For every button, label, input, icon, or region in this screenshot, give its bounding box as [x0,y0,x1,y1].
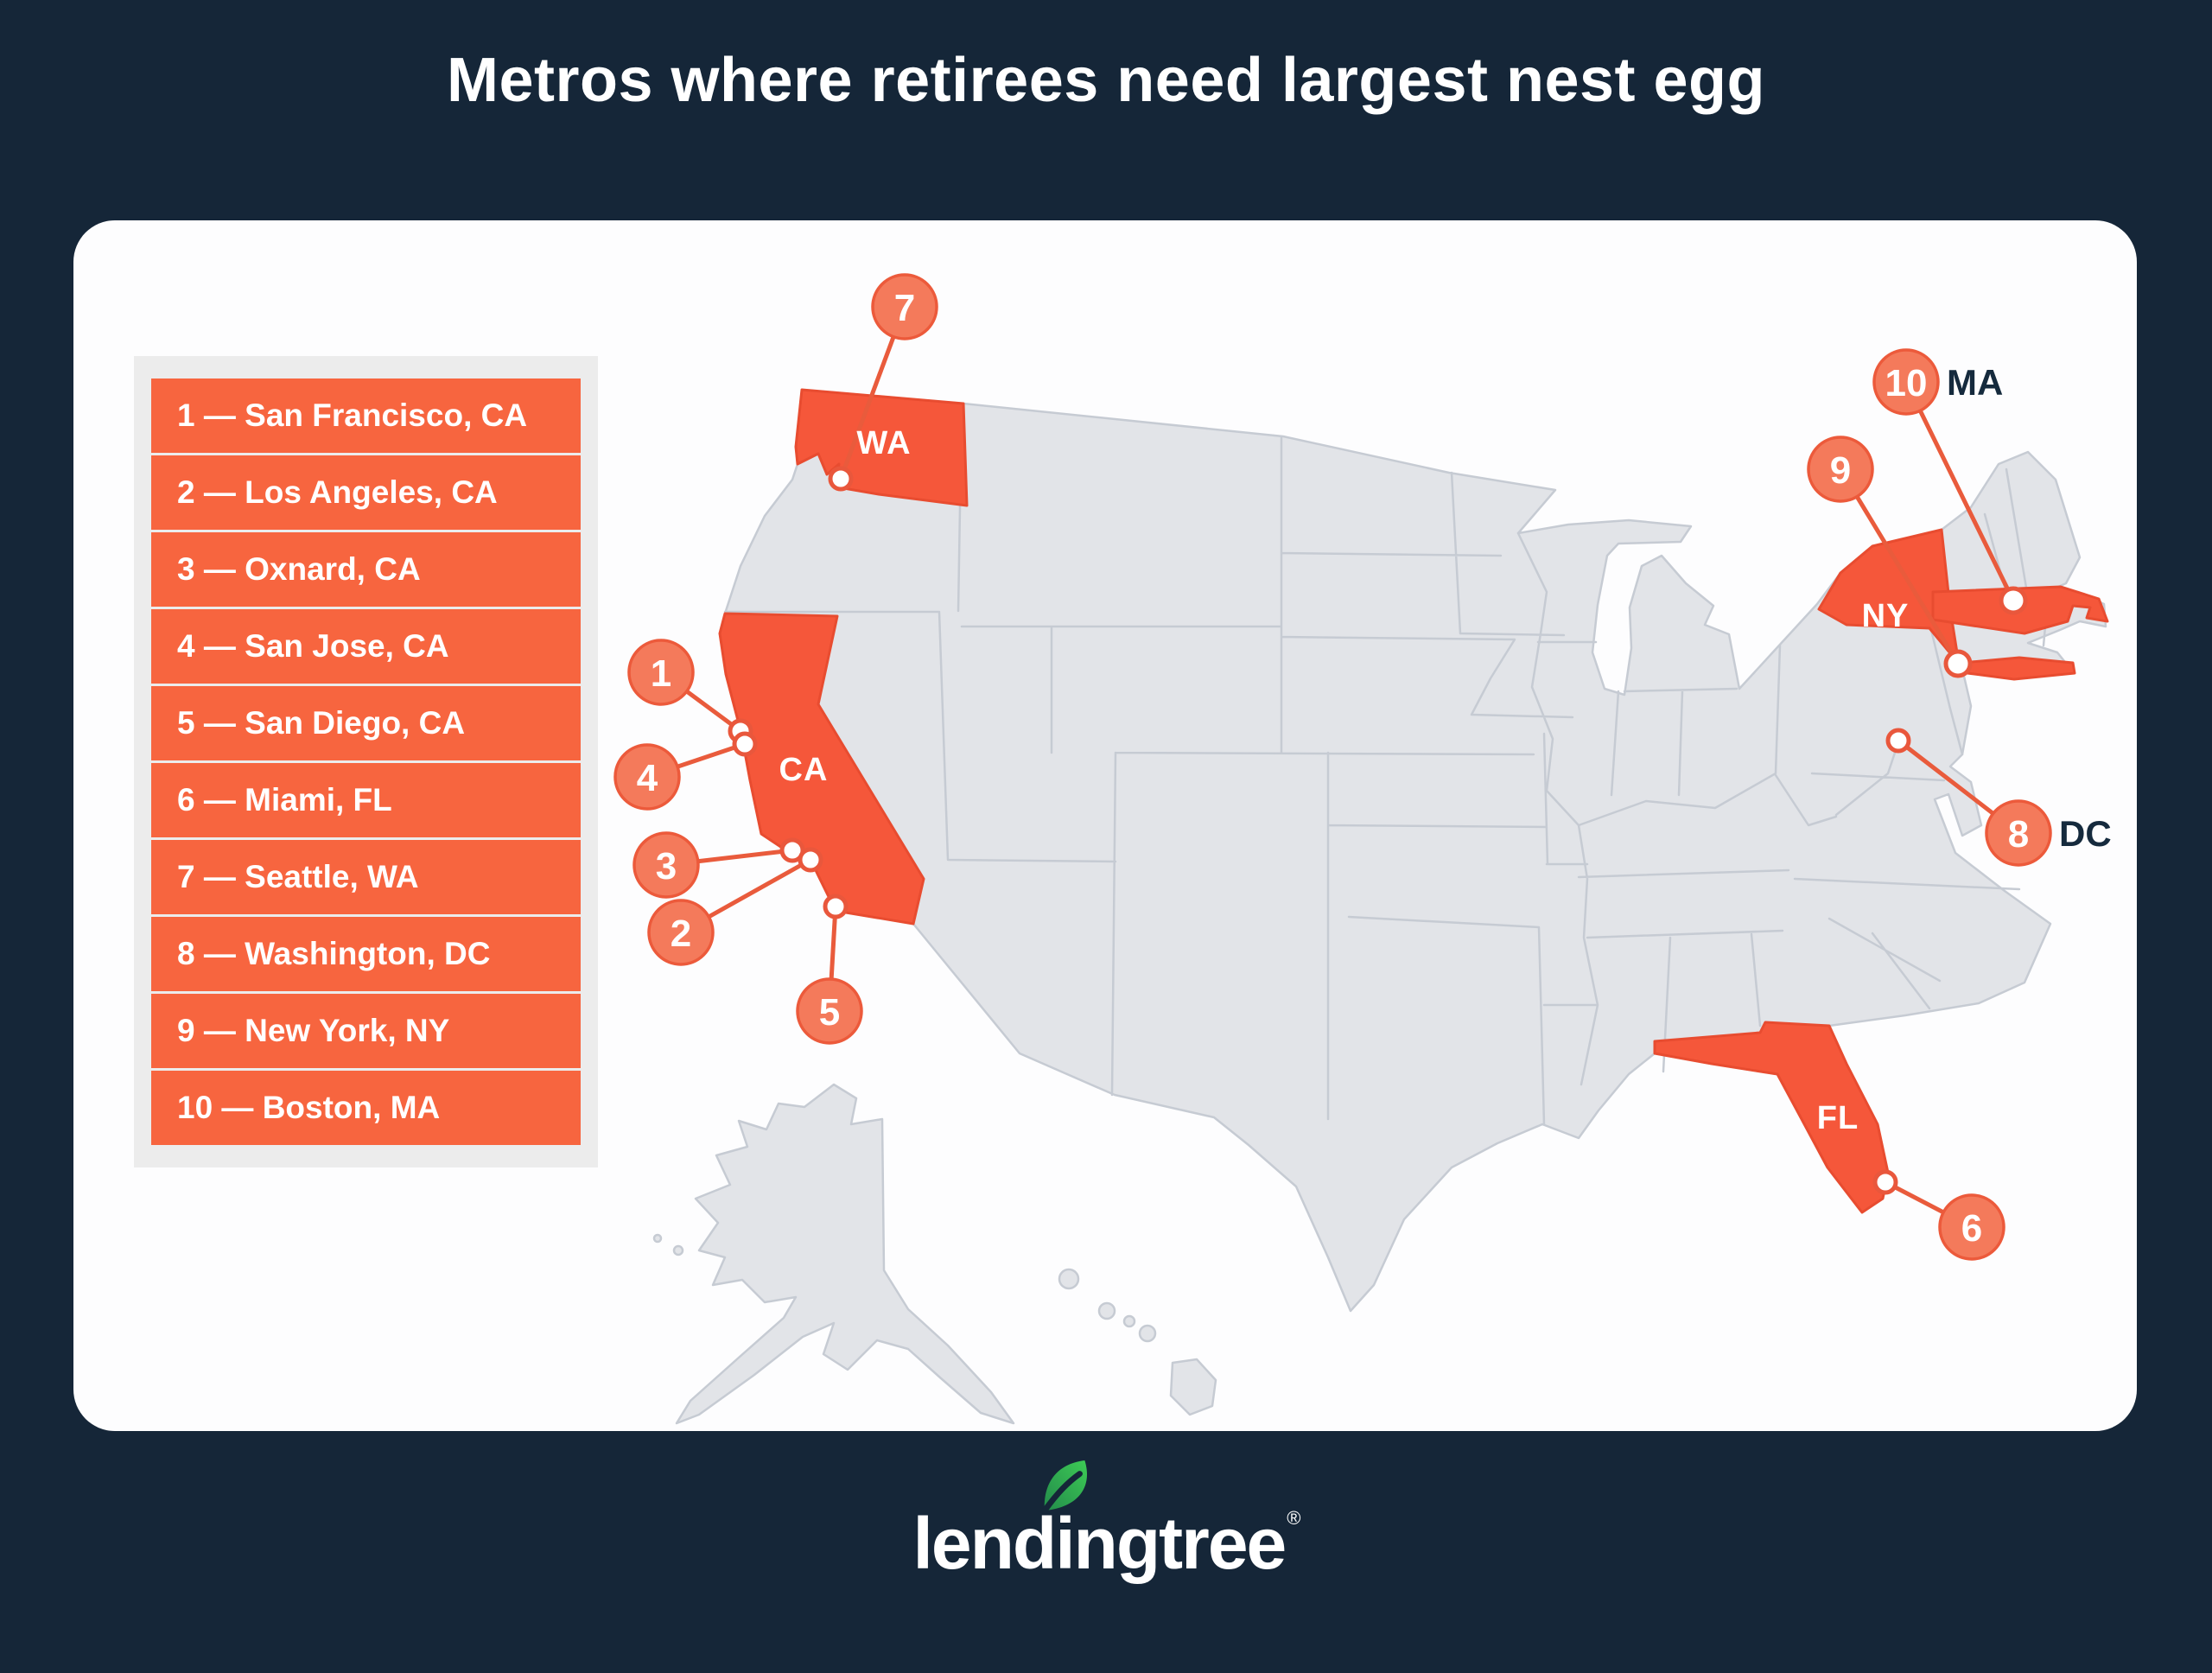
city-dot-washington-dc [1885,728,1911,754]
state-new-york-long-island [1961,656,2076,681]
legend-item-6: 6 — Miami, FL [151,763,581,837]
logo-wordmark: lendingtree [912,1503,1287,1584]
marker-8: 8 [1985,799,2052,867]
state-label-ca: CA [779,752,829,788]
marker-9-number: 9 [1830,449,1851,492]
marker-4-number: 4 [637,757,658,799]
state-label-fl: FL [1817,1100,1859,1136]
city-dot-boston [1999,586,2028,615]
hawaii-island [1138,1324,1157,1343]
marker-3: 3 [632,831,700,899]
marker-7: 7 [871,273,938,340]
city-dot-san-diego [823,894,849,919]
legend-item-7: 7 — Seattle, WA [151,840,581,914]
callout-label-ma: MA [1947,362,2003,403]
marker-2: 2 [647,899,715,966]
marker-2-number: 2 [671,913,691,955]
leader-line-9 [1838,468,1961,665]
marker-1: 1 [627,639,695,706]
hawaii-island [1058,1268,1080,1290]
legend-item-10: 10 — Boston, MA [151,1071,581,1145]
marker-7-number: 7 [894,287,915,329]
legend-item-8: 8 — Washington, DC [151,917,581,991]
marker-5-number: 5 [819,991,840,1034]
registered-mark: ® [1287,1507,1301,1529]
marker-1-number: 1 [651,652,671,695]
legend-item-5: 5 — San Diego, CA [151,686,581,760]
hawaii-island [1097,1301,1116,1320]
marker-6-number: 6 [1961,1207,1982,1250]
leaf-icon [1041,1460,1087,1514]
marker-5: 5 [796,977,863,1045]
legend-item-9: 9 — New York, NY [151,994,581,1068]
map-card: WA CA NY FL 1 2 3 4 5 [73,220,2137,1431]
city-dot-los-angeles [798,847,823,873]
marker-8-number: 8 [2008,813,2029,856]
us-mainland-shape [718,388,2107,1313]
legend-item-2: 2 — Los Angeles, CA [151,455,581,530]
city-dot-san-jose [732,731,758,757]
state-label-wa: WA [856,425,911,461]
marker-4: 4 [613,743,681,811]
state-florida [1653,1021,1890,1214]
state-label-ny: NY [1862,598,1910,634]
state-borders [723,404,2047,1126]
marker-10-number: 10 [1885,362,1928,404]
hawaii-big-island [1169,1358,1217,1416]
legend-item-4: 4 — San Jose, CA [151,609,581,684]
legend: 1 — San Francisco, CA 2 — Los Angeles, C… [134,356,598,1167]
lendingtree-logo: lendingtree® [0,1460,2212,1586]
legend-item-1: 1 — San Francisco, CA [151,378,581,453]
alaska-shape [675,1083,1015,1425]
alaska-island [672,1244,684,1256]
marker-10: 10 [1872,348,1940,416]
marker-6: 6 [1938,1193,2005,1261]
us-map: WA CA NY FL 1 2 3 4 5 [613,273,2112,1425]
marker-3-number: 3 [656,845,677,887]
alaska-island [652,1233,663,1244]
marker-9: 9 [1807,436,1874,503]
callout-label-dc: DC [2059,813,2112,854]
legend-item-3: 3 — Oxnard, CA [151,532,581,607]
hawaii-island [1122,1314,1136,1328]
city-dot-seattle [828,466,854,492]
leader-line-10 [1904,380,2016,602]
page-title: Metros where retirees need largest nest … [446,46,1766,115]
city-dot-new-york [1943,649,1973,678]
city-dot-miami [1872,1169,1898,1195]
